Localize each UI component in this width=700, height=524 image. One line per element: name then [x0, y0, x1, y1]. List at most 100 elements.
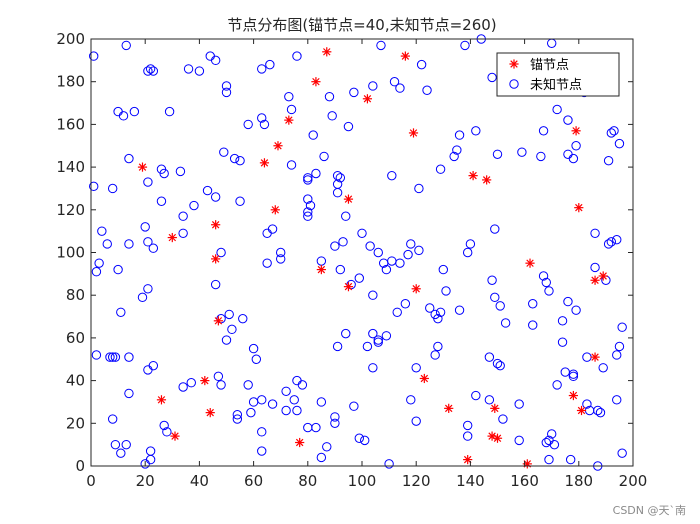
anchor-node-point: [468, 171, 478, 181]
unknown-node-point: [449, 151, 459, 162]
unknown-node-point: [612, 395, 622, 405]
unknown-node-point: [327, 111, 337, 121]
unknown-node-point: [406, 239, 416, 249]
anchor-node-point: [270, 205, 280, 215]
unknown-node-point: [105, 352, 115, 362]
anchor-node-point: [167, 232, 177, 243]
unknown-node-point: [259, 119, 270, 130]
anchor-node-point: [343, 282, 354, 292]
unknown-node-point: [368, 290, 378, 300]
unknown-node-point: [210, 279, 221, 290]
anchor-node-point: [571, 126, 581, 136]
unknown-node-point: [97, 226, 107, 236]
unknown-node-point: [492, 149, 503, 159]
unknown-node-point: [341, 211, 351, 221]
unknown-node-point: [162, 427, 172, 437]
watermark: CSDN @天`南: [612, 504, 686, 517]
unknown-node-point: [159, 420, 169, 431]
unknown-node-point: [118, 111, 129, 121]
unknown-node-point: [102, 239, 112, 249]
unknown-node-point: [414, 245, 424, 256]
unknown-node-point: [430, 350, 440, 360]
unknown-node-point: [552, 380, 562, 390]
unknown-node-point: [400, 299, 411, 309]
unknown-node-point: [148, 243, 159, 253]
unknown-node-point: [538, 126, 549, 136]
y-tick-label: 20: [66, 414, 85, 432]
unknown-node-point: [484, 352, 495, 362]
unknown-node-point: [267, 399, 278, 409]
unknown-node-point: [435, 164, 446, 174]
unknown-node-point: [354, 273, 364, 283]
unknown-node-point: [617, 448, 627, 458]
y-tick-label: 80: [66, 286, 85, 304]
unknown-node-point: [107, 183, 118, 194]
anchor-node-point: [590, 275, 600, 285]
unknown-node-point: [183, 64, 194, 74]
unknown-node-point: [614, 341, 625, 352]
unknown-node-point: [541, 277, 551, 288]
x-tick-label: 20: [136, 472, 155, 490]
unknown-node-point: [349, 87, 359, 98]
unknown-node-point: [552, 104, 562, 115]
unknown-node-point: [614, 138, 625, 149]
unknown-node-point: [116, 448, 126, 458]
unknown-node-point: [94, 258, 104, 268]
unknown-node-point: [221, 81, 232, 91]
unknown-node-point: [528, 299, 538, 309]
unknown-node-point: [568, 371, 579, 382]
y-tick-label: 140: [56, 158, 85, 176]
unknown-node-point: [514, 399, 524, 409]
unknown-node-point: [557, 337, 568, 347]
anchor-node-point: [419, 373, 429, 384]
unknown-node-point: [308, 130, 318, 140]
anchor-node-point: [463, 454, 473, 465]
unknown-node-point: [229, 153, 240, 164]
unknown-node-point: [373, 335, 383, 345]
unknown-node-point: [373, 337, 383, 347]
unknown-node-point: [354, 433, 364, 443]
x-tick-label: 120: [402, 472, 431, 490]
unknown-node-point: [178, 211, 188, 221]
unknown-node-point: [257, 427, 267, 437]
unknown-node-point: [221, 87, 232, 98]
unknown-node-point: [243, 380, 253, 390]
unknown-node-point: [606, 128, 617, 138]
unknown-node-point: [376, 40, 386, 51]
unknown-node-point: [435, 307, 446, 317]
unknown-node-point: [137, 292, 148, 303]
unknown-node-point: [612, 350, 622, 360]
unknown-node-point: [164, 106, 175, 117]
x-tick-label: 100: [348, 472, 377, 490]
anchor-node-point: [362, 94, 373, 104]
x-tick-label: 140: [456, 472, 485, 490]
unknown-node-point: [257, 113, 267, 123]
unknown-node-point: [267, 224, 278, 234]
unknown-node-point: [484, 395, 495, 405]
unknown-node-point: [262, 258, 272, 268]
x-tick-label: 160: [510, 472, 539, 490]
unknown-node-point: [286, 160, 297, 170]
anchor-node-point: [408, 128, 419, 138]
plot-area: [91, 39, 633, 466]
unknown-node-point: [303, 194, 313, 204]
unknown-node-point: [159, 168, 169, 179]
unknown-node-point: [547, 429, 557, 439]
unknown-node-point: [289, 395, 299, 405]
unknown-node-point: [452, 145, 462, 155]
unknown-node-point: [297, 380, 308, 390]
unknown-node-point: [392, 307, 402, 317]
unknown-node-point: [406, 395, 416, 405]
unknown-node-point: [202, 185, 213, 196]
unknown-node-point: [368, 363, 378, 373]
unknown-node-point: [544, 454, 554, 465]
unknown-node-point: [194, 66, 205, 76]
x-tick-label: 40: [190, 472, 209, 490]
unknown-node-point: [107, 352, 118, 362]
unknown-node-point: [495, 301, 505, 311]
legend-unknown-symbol: [509, 79, 519, 89]
unknown-node-point: [110, 352, 121, 362]
unknown-node-point: [303, 207, 313, 217]
unknown-node-point: [568, 153, 579, 164]
